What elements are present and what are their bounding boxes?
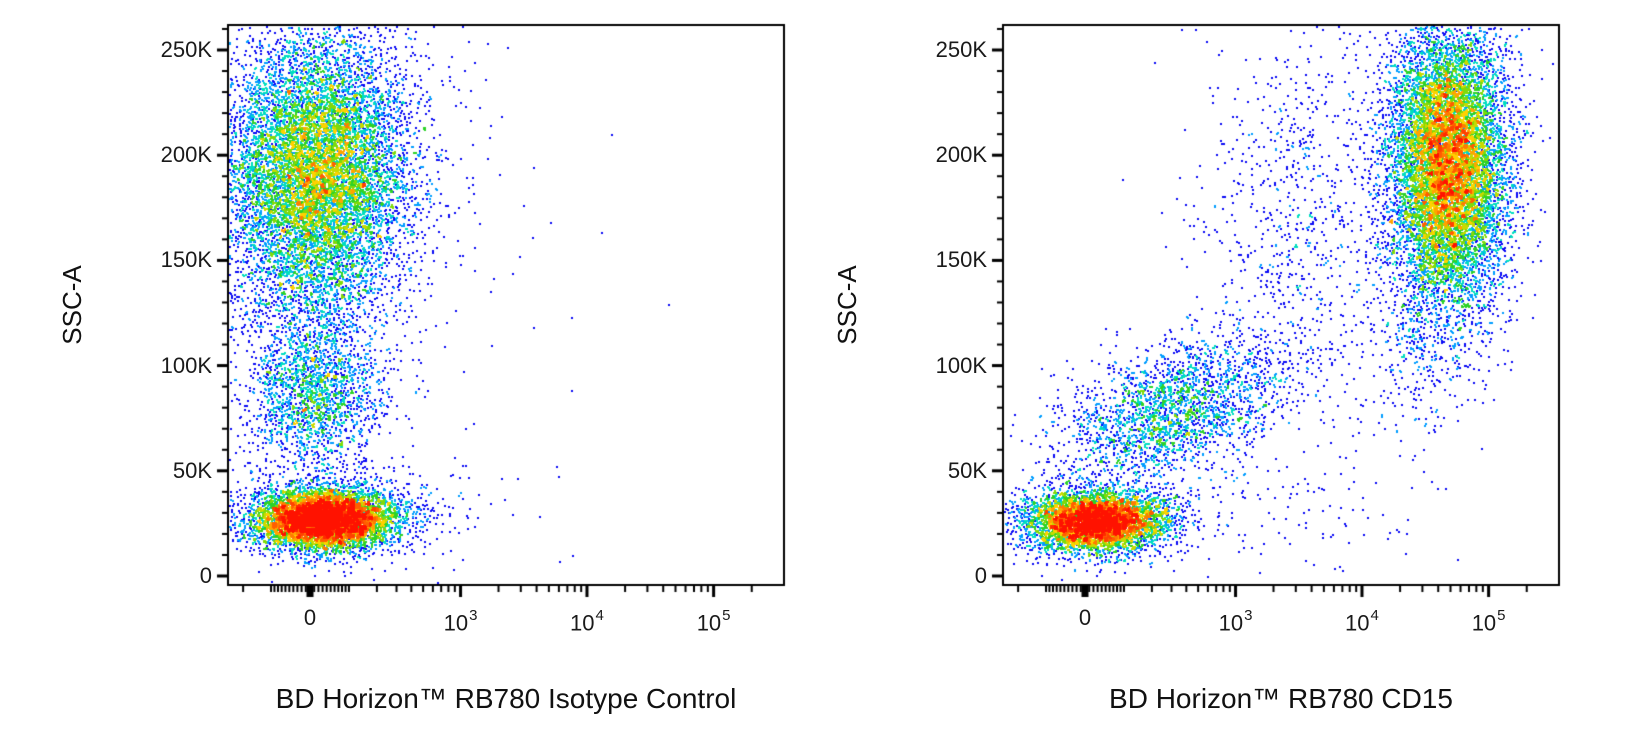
x-tick-label-10e5: 105 <box>1434 601 1544 635</box>
x-tick-base: 10 <box>1218 610 1244 636</box>
x-tick-label-10e3: 103 <box>1181 601 1291 635</box>
y-tick-label-250K: 250K <box>160 37 212 62</box>
y-tick-label-100K: 100K <box>935 352 987 378</box>
x-tick-label-10e5: 105 <box>659 601 769 635</box>
x-tick-label-0: 0 <box>1078 605 1092 630</box>
x-tick-label-0: 0 <box>303 605 317 630</box>
y-tick-label-0: 0 <box>199 563 212 588</box>
y-tick-label-200K: 200K <box>160 142 212 168</box>
x-tick-base: 10 <box>443 610 469 636</box>
y-tick-label-150K: 150K <box>160 247 212 273</box>
x-tick-base: 10 <box>696 610 722 636</box>
y-tick-label-150K: 150K <box>935 247 987 273</box>
x-tick-label-10e3: 103 <box>406 601 516 635</box>
x-axis-title-isotype-control: BD Horizon™ RB780 Isotype Control <box>275 683 737 714</box>
y-tick-label-100K: 100K <box>160 352 212 378</box>
x-tick-exponent: 5 <box>722 607 731 624</box>
x-tick-base: 10 <box>1345 610 1370 636</box>
y-tick-label-0: 0 <box>974 563 987 588</box>
x-tick-exponent: 3 <box>469 607 478 624</box>
y-tick-label-50K: 50K <box>947 457 987 483</box>
x-tick-exponent: 3 <box>1244 607 1253 624</box>
x-tick-label-10e4: 104 <box>532 601 642 635</box>
y-tick-label-200K: 200K <box>935 142 987 168</box>
x-tick-base: 10 <box>570 610 595 636</box>
x-tick-label-10e4: 104 <box>1307 601 1417 635</box>
x-tick-exponent: 4 <box>595 607 604 624</box>
y-tick-label-50K: 50K <box>172 457 212 483</box>
x-tick-base: 10 <box>1471 610 1497 636</box>
x-tick-exponent: 5 <box>1497 607 1506 624</box>
x-axis-title-cd15: BD Horizon™ RB780 CD15 <box>1109 683 1453 714</box>
y-tick-label-250K: 250K <box>935 37 987 62</box>
x-tick-exponent: 4 <box>1370 607 1379 624</box>
